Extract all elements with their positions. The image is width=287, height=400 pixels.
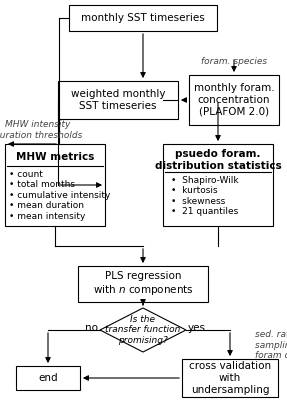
Bar xyxy=(182,359,278,397)
Text: cross validation
with
undersampling: cross validation with undersampling xyxy=(189,362,271,394)
Bar xyxy=(5,144,105,226)
Bar xyxy=(78,266,208,302)
Bar xyxy=(16,366,80,390)
Text: foram. species: foram. species xyxy=(201,58,267,66)
Text: monthly SST timeseries: monthly SST timeseries xyxy=(81,13,205,23)
Text: weighted monthly
SST timeseries: weighted monthly SST timeseries xyxy=(71,89,165,111)
Text: yes: yes xyxy=(188,323,206,333)
Bar xyxy=(69,5,217,31)
Polygon shape xyxy=(100,308,186,352)
Text: no: no xyxy=(84,323,98,333)
Text: • count
• total months
• cumulative intensity
• mean duration
• mean intensity: • count • total months • cumulative inte… xyxy=(9,170,110,221)
Text: monthly foram.
concentration
(PLAFOM 2.0): monthly foram. concentration (PLAFOM 2.0… xyxy=(194,83,274,117)
Bar xyxy=(189,75,279,125)
Text: •  Shapiro-Wilk
•  kurtosis
•  skewness
•  21 quantiles: • Shapiro-Wilk • kurtosis • skewness • 2… xyxy=(171,176,238,216)
Bar xyxy=(58,81,178,119)
Text: Is the
transfer function
promising?: Is the transfer function promising? xyxy=(105,315,181,345)
Bar xyxy=(163,144,273,226)
Text: PLS regression
with $n$ components: PLS regression with $n$ components xyxy=(93,271,193,297)
Text: sed. rate
sampling interval
foram count: sed. rate sampling interval foram count xyxy=(255,330,287,360)
Text: psuedo foram.
distribution statistics: psuedo foram. distribution statistics xyxy=(155,149,281,171)
Text: MHW intensity
duration thresholds: MHW intensity duration thresholds xyxy=(0,120,82,140)
Text: MHW metrics: MHW metrics xyxy=(16,152,94,162)
Text: end: end xyxy=(38,373,58,383)
